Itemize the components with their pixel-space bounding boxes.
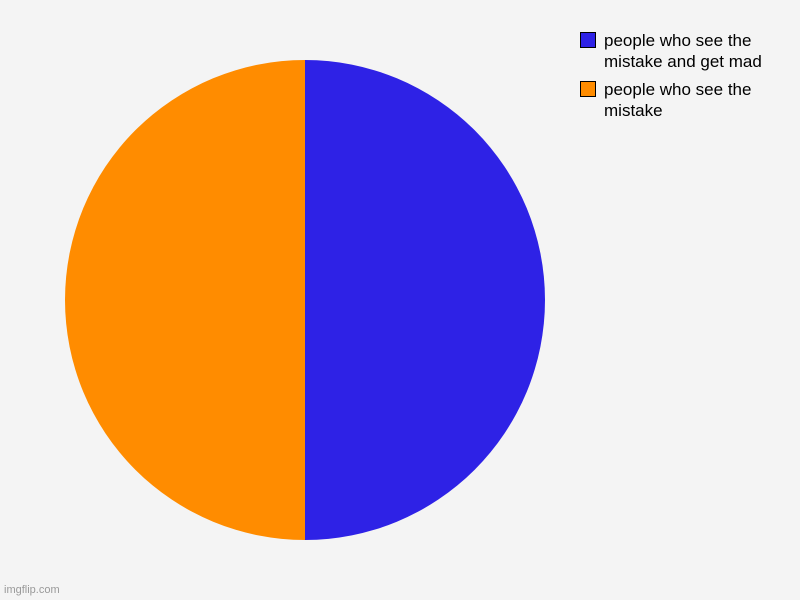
pie-chart — [65, 60, 545, 540]
legend-label: people who see the mistake — [604, 79, 780, 122]
watermark: imgflip.com — [4, 584, 60, 596]
legend-item: people who see the mistake and get mad — [580, 30, 780, 73]
legend-swatch — [580, 32, 596, 48]
legend-swatch — [580, 81, 596, 97]
legend: people who see the mistake and get mad p… — [580, 30, 780, 127]
legend-item: people who see the mistake — [580, 79, 780, 122]
pie-slices — [65, 60, 545, 540]
chart-container: people who see the mistake and get mad p… — [0, 0, 800, 600]
legend-label: people who see the mistake and get mad — [604, 30, 780, 73]
